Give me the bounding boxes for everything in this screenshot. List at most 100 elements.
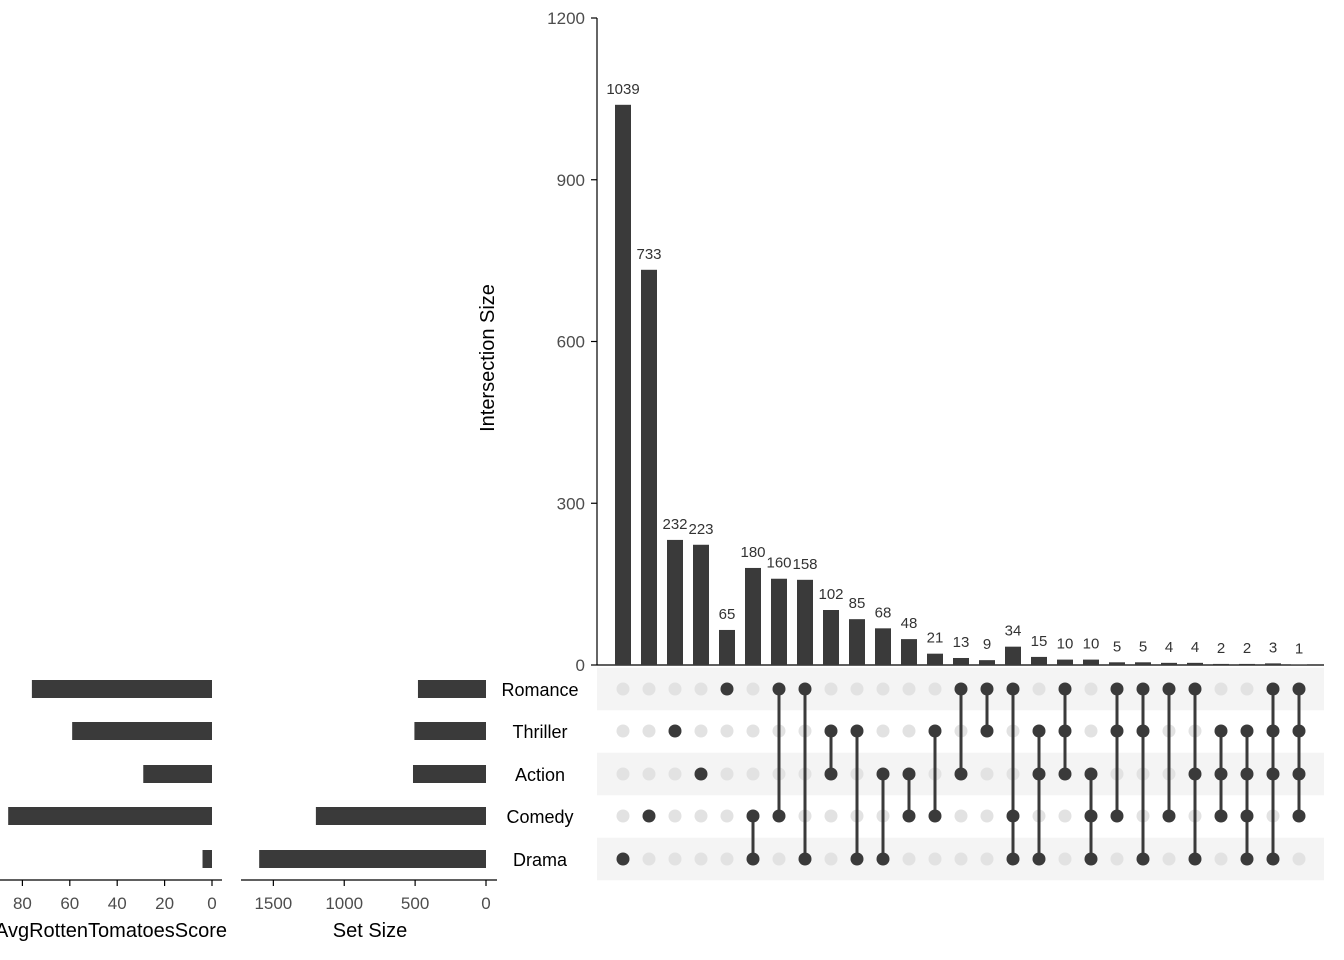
- set-name-label: Comedy: [506, 807, 573, 827]
- matrix-filled-dot: [980, 724, 994, 738]
- matrix-empty-dot: [1162, 852, 1176, 866]
- y-tick-label: 600: [557, 333, 585, 352]
- matrix-filled-dot: [798, 682, 812, 696]
- intersection-bar-label: 15: [1031, 633, 1048, 650]
- intersection-bar: [1213, 663, 1229, 665]
- intersection-bar-label: 232: [662, 516, 687, 533]
- matrix-empty-dot: [824, 809, 838, 823]
- intersection-bar: [979, 660, 995, 665]
- matrix-empty-dot: [720, 809, 734, 823]
- matrix-filled-dot: [1110, 682, 1124, 696]
- attribute-tick-label: 80: [13, 894, 32, 913]
- matrix-filled-dot: [902, 809, 916, 823]
- intersection-bar-label: 4: [1191, 639, 1199, 656]
- matrix-filled-dot: [928, 809, 942, 823]
- intersection-bar-label: 34: [1005, 623, 1022, 640]
- matrix-empty-dot: [694, 852, 708, 866]
- intersection-bar: [1031, 656, 1047, 665]
- intersection-bar: [667, 539, 683, 665]
- set-size-bar: [259, 850, 486, 868]
- matrix-empty-dot: [1240, 682, 1254, 696]
- matrix-filled-dot: [1266, 852, 1280, 866]
- matrix-filled-dot: [746, 809, 760, 823]
- matrix-filled-dot: [1136, 724, 1150, 738]
- set-size-axis-title: Set Size: [333, 920, 407, 942]
- matrix-empty-dot: [1214, 852, 1228, 866]
- matrix-filled-dot: [1292, 682, 1306, 696]
- set-size-tick-label: 1500: [254, 894, 292, 913]
- intersection-bar-label: 2: [1243, 640, 1251, 657]
- matrix-filled-dot: [824, 767, 838, 781]
- matrix-empty-dot: [980, 767, 994, 781]
- matrix-filled-dot: [1032, 852, 1046, 866]
- matrix-empty-dot: [642, 682, 656, 696]
- set-size-bar: [414, 722, 486, 740]
- y-tick-label: 900: [557, 171, 585, 190]
- matrix-empty-dot: [720, 852, 734, 866]
- intersection-bar-label: 68: [875, 604, 892, 621]
- matrix-filled-dot: [746, 852, 760, 866]
- matrix-empty-dot: [642, 767, 656, 781]
- attribute-tick-label: 0: [207, 894, 216, 913]
- intersection-bar: [875, 628, 891, 665]
- matrix-filled-dot: [642, 809, 656, 823]
- matrix-filled-dot: [1266, 767, 1280, 781]
- intersection-bar: [823, 610, 839, 665]
- matrix-empty-dot: [720, 767, 734, 781]
- intersection-bar-label: 13: [953, 634, 970, 651]
- matrix-empty-dot: [668, 852, 682, 866]
- membership-matrix: [616, 682, 1306, 866]
- set-names: Romance Thriller Action Comedy Drama: [501, 680, 578, 870]
- intersection-bar: [771, 578, 787, 665]
- intersection-bar: [797, 579, 813, 665]
- matrix-filled-dot: [1240, 724, 1254, 738]
- set-size-bar: [412, 765, 486, 783]
- intersection-bar-label: 5: [1139, 638, 1147, 655]
- attribute-bar: [202, 850, 212, 868]
- matrix-filled-dot: [1292, 724, 1306, 738]
- matrix-filled-dot: [850, 852, 864, 866]
- y-axis-title: Intersection Size: [477, 284, 499, 432]
- matrix-filled-dot: [876, 767, 890, 781]
- matrix-filled-dot: [616, 852, 630, 866]
- intersection-bar: [1135, 662, 1151, 665]
- intersection-bar-label: 4: [1165, 639, 1173, 656]
- matrix-empty-dot: [1214, 682, 1228, 696]
- matrix-filled-dot: [1006, 852, 1020, 866]
- set-size-tick-label: 0: [481, 894, 490, 913]
- matrix-filled-dot: [1240, 767, 1254, 781]
- matrix-filled-dot: [902, 767, 916, 781]
- matrix-empty-dot: [824, 682, 838, 696]
- intersection-bar: [641, 269, 657, 665]
- matrix-filled-dot: [1084, 767, 1098, 781]
- matrix-filled-dot: [772, 809, 786, 823]
- matrix-filled-dot: [720, 682, 734, 696]
- intersection-bar-label: 9: [983, 636, 991, 653]
- intersection-bar: [1161, 662, 1177, 665]
- matrix-filled-dot: [1214, 767, 1228, 781]
- matrix-filled-dot: [1266, 724, 1280, 738]
- matrix-empty-dot: [668, 682, 682, 696]
- matrix-empty-dot: [616, 767, 630, 781]
- matrix-empty-dot: [876, 724, 890, 738]
- y-tick-label: 1200: [547, 9, 585, 28]
- matrix-filled-dot: [1240, 852, 1254, 866]
- matrix-filled-dot: [876, 852, 890, 866]
- matrix-filled-dot: [1058, 682, 1072, 696]
- set-name-label: Action: [515, 765, 565, 785]
- intersection-bar: [615, 104, 631, 665]
- set-size-bar: [315, 807, 486, 825]
- intersection-bar-label: 85: [849, 595, 866, 612]
- intersection-bar: [901, 639, 917, 665]
- intersection-bar-label: 102: [818, 586, 843, 603]
- matrix-empty-dot: [720, 724, 734, 738]
- matrix-filled-dot: [954, 682, 968, 696]
- intersection-bar-label: 733: [636, 246, 661, 263]
- matrix-filled-dot: [1266, 682, 1280, 696]
- matrix-empty-dot: [746, 724, 760, 738]
- matrix-filled-dot: [1032, 767, 1046, 781]
- matrix-filled-dot: [1162, 682, 1176, 696]
- matrix-empty-dot: [902, 724, 916, 738]
- set-size-plot: 1500 1000 500 0 Set Size: [241, 680, 497, 942]
- matrix-empty-dot: [928, 852, 942, 866]
